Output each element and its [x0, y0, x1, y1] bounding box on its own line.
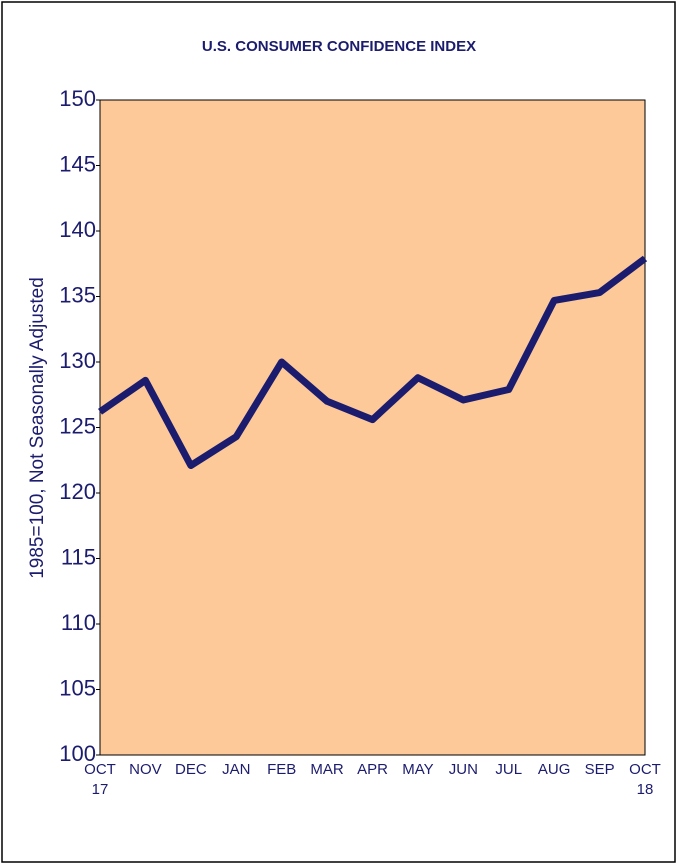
x-tick-label: OCT 18 — [629, 761, 661, 798]
x-tick-label: AUG — [537, 761, 571, 778]
y-tick-label: 115 — [61, 544, 96, 569]
x-tick-label: SEP — [584, 761, 615, 778]
y-tick-label: 140 — [59, 217, 96, 242]
y-tick-label: 110 — [61, 610, 96, 635]
x-tick-label: NOV — [129, 761, 162, 778]
x-tick-label: DEC — [174, 761, 207, 778]
x-tick-label: FEB — [267, 761, 297, 778]
x-tick-label: MAR — [310, 761, 344, 778]
x-tick-label: APR — [357, 761, 388, 778]
y-axis-label: 1985=100, Not Seasonally Adjusted — [27, 277, 48, 579]
x-tick-label: OCT 17 — [84, 761, 116, 798]
y-tick-label: 135 — [59, 282, 96, 307]
y-tick-label: 125 — [59, 413, 96, 438]
y-tick-label: 105 — [59, 675, 96, 700]
y-tick-label: 130 — [59, 348, 96, 373]
line — [98, 255, 648, 469]
plot-area — [99, 99, 646, 756]
y-tick-label: 150 — [59, 86, 96, 111]
y-tick-label: 100 — [59, 741, 96, 766]
x-tick-label: JUL — [495, 761, 523, 778]
y-tick-label: 120 — [59, 479, 96, 504]
x-tick-label: JAN — [222, 761, 251, 778]
chart-title: U.S. CONSUMER CONFIDENCE INDEX — [202, 38, 476, 55]
x-tick-label: MAY — [402, 761, 434, 778]
y-tick-label: 145 — [59, 151, 96, 176]
x-tick-label: JUN — [448, 761, 478, 778]
